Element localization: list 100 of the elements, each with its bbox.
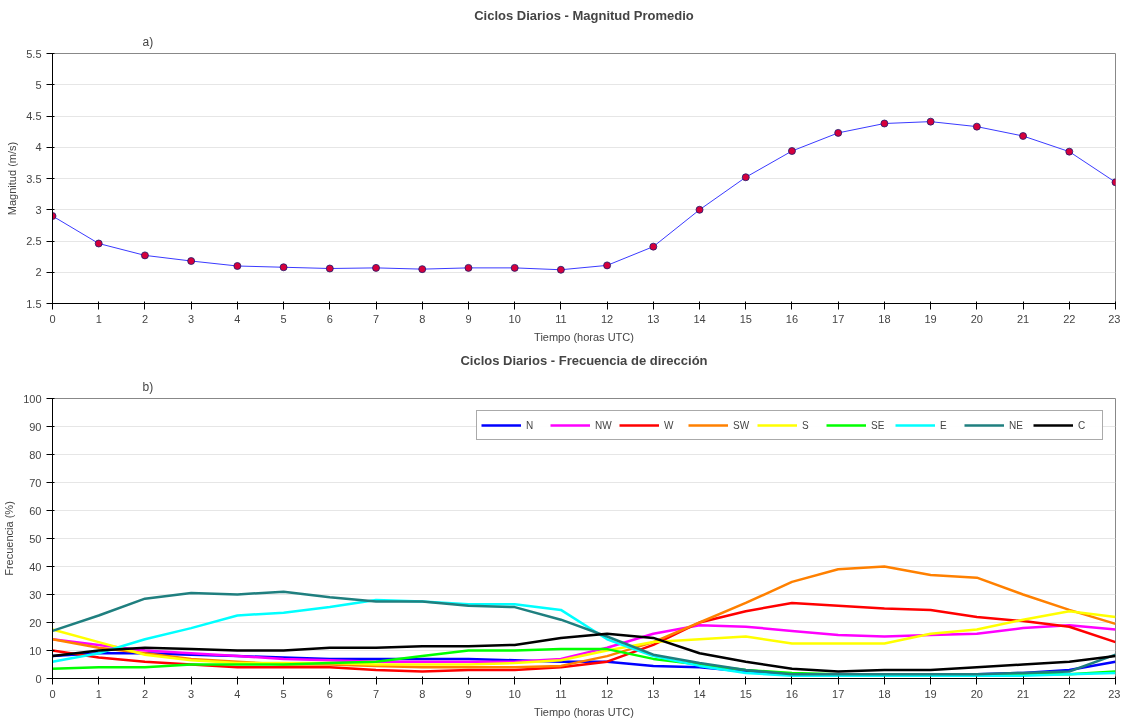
- point: [418, 265, 427, 274]
- legend-label: S: [802, 419, 810, 431]
- x-tick-label: 23: [1108, 687, 1121, 700]
- chart-title: Ciclos Diarios - Frecuencia de dirección: [460, 352, 708, 368]
- legend-label: SE: [871, 419, 886, 431]
- x-tick-label: 11: [555, 687, 567, 700]
- point: [603, 261, 612, 270]
- text: a): [142, 34, 154, 49]
- x-axis-title: Tiempo (horas UTC): [534, 330, 634, 343]
- x-tick-label: 8: [419, 312, 426, 325]
- x-tick-label: 5: [280, 312, 287, 325]
- y-tick-label: 50: [29, 532, 42, 545]
- x-tick-label: 11: [555, 312, 567, 325]
- y-tick-label: 1.5: [26, 297, 42, 310]
- point: [141, 251, 149, 260]
- x-tick-label: 16: [785, 312, 799, 325]
- x-tick-label: 18: [878, 312, 891, 325]
- x-tick-label: 7: [372, 687, 380, 700]
- x-tick-label: 15: [739, 312, 752, 325]
- x-tick-label: 7: [372, 312, 380, 325]
- x-tick-label: 13: [647, 687, 660, 700]
- point: [372, 263, 380, 272]
- x-tick-label: 20: [970, 312, 983, 325]
- x-tick-label: 10: [508, 687, 521, 700]
- x-tick-label: 12: [600, 312, 614, 325]
- legend-label: N: [526, 419, 535, 431]
- x-tick-label: 12: [600, 687, 614, 700]
- x-tick-label: 22: [1063, 312, 1076, 325]
- point: [649, 242, 658, 251]
- y-tick-label: 40: [29, 560, 42, 573]
- x-tick-label: 18: [878, 687, 891, 700]
- point: [1019, 132, 1027, 140]
- x-tick-label: 21: [1016, 687, 1030, 700]
- chart-title: Ciclos Diarios - Magnitud Promedio: [474, 7, 694, 23]
- x-tick-label: 2: [141, 312, 148, 325]
- x-tick-label: 10: [508, 312, 521, 325]
- y-tick-label: 2.5: [26, 235, 42, 247]
- point: [279, 263, 288, 272]
- point: [972, 122, 981, 131]
- legend-label: NW: [595, 419, 613, 431]
- y-tick-label: 3.5: [26, 172, 42, 185]
- point: [834, 128, 843, 137]
- x-tick-label: 19: [924, 687, 937, 700]
- point: [94, 239, 103, 248]
- x-tick-label: 21: [1016, 312, 1030, 325]
- y-tick-label: 80: [29, 448, 42, 461]
- x-tick-label: 15: [739, 687, 752, 700]
- point: [187, 257, 196, 265]
- point: [880, 119, 889, 128]
- x-tick-label: 14: [693, 312, 706, 325]
- x-tick-label: 3: [188, 312, 195, 325]
- legend-label: C: [1078, 419, 1087, 431]
- y-tick-label: 3: [35, 203, 42, 216]
- y-tick-label: 90: [29, 420, 42, 433]
- y-tick-label: 4: [35, 141, 42, 154]
- y-tick-label: 10: [29, 644, 42, 657]
- legend-label: E: [940, 419, 948, 431]
- x-tick-label: 3: [188, 687, 195, 700]
- point: [233, 262, 242, 270]
- x-tick-label: 0: [49, 687, 56, 700]
- x-tick-label: 23: [1108, 312, 1121, 325]
- legend-label: W: [664, 419, 675, 431]
- legend-label: NE: [1009, 419, 1024, 431]
- x-tick-label: 9: [465, 687, 472, 700]
- x-tick-label: 0: [49, 312, 56, 325]
- point: [556, 265, 565, 274]
- x-tick-label: 4: [234, 312, 241, 325]
- x-tick-label: 22: [1063, 687, 1076, 700]
- x-tick-label: 1: [95, 312, 102, 325]
- y-tick-label: 100: [23, 392, 42, 405]
- point: [926, 117, 935, 126]
- y-tick-label: 2: [35, 266, 42, 279]
- y-tick-label: 20: [29, 616, 42, 629]
- x-tick-label: 17: [832, 312, 845, 325]
- y-tick-label: 5: [35, 78, 42, 91]
- point: [788, 147, 796, 155]
- point: [741, 173, 750, 182]
- x-tick-label: 6: [326, 312, 333, 325]
- y-axis-title: Magnitud (m/s): [6, 141, 19, 216]
- x-tick-label: 17: [832, 687, 845, 700]
- x-axis-title: Tiempo (horas UTC): [534, 705, 634, 718]
- y-tick-label: 4.5: [26, 110, 42, 122]
- point: [695, 205, 704, 214]
- legend-label: SW: [733, 419, 751, 431]
- x-tick-label: 4: [234, 687, 241, 700]
- x-tick-label: 8: [419, 687, 426, 700]
- x-tick-label: 14: [693, 687, 706, 700]
- point: [464, 263, 473, 272]
- y-axis-title: Frecuencia (%): [3, 501, 16, 576]
- y-tick-label: 30: [29, 588, 42, 601]
- y-tick-label: 0: [35, 672, 42, 685]
- y-tick-label: 60: [29, 504, 42, 517]
- x-tick-label: 5: [280, 687, 287, 700]
- y-tick-label: 5.5: [26, 47, 42, 60]
- point: [510, 263, 519, 272]
- x-tick-label: 9: [465, 312, 472, 325]
- x-tick-label: 20: [970, 687, 983, 700]
- x-tick-label: 6: [326, 687, 333, 700]
- x-tick-label: 1: [95, 687, 102, 700]
- point: [325, 264, 334, 273]
